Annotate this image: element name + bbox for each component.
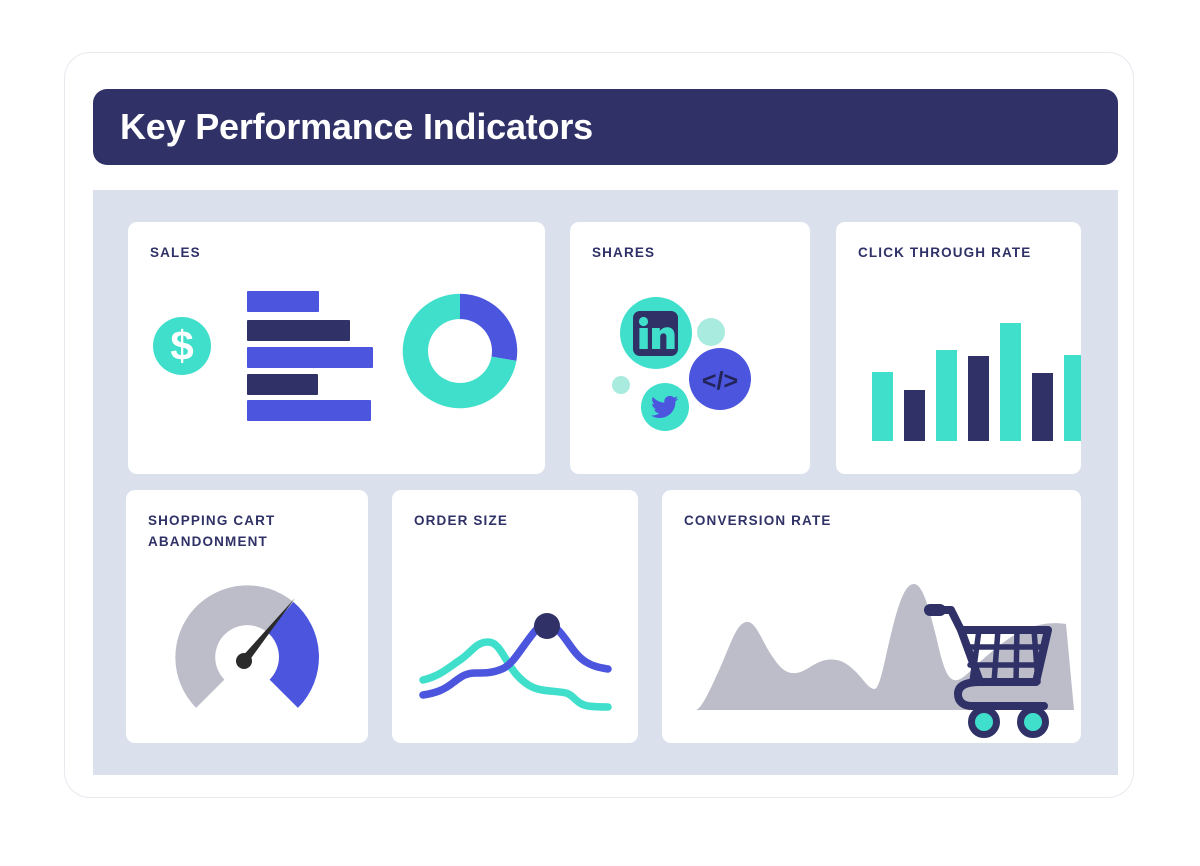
card-shares[interactable]: SHARES </> [570,222,810,474]
card-label-sales: SALES [150,245,201,260]
card-click-through-rate[interactable]: CLICK THROUGH RATE [836,222,1081,474]
sales-card-art: $ [153,317,211,375]
sales-bar-2 [247,320,350,341]
ctr-bar-5 [1000,323,1021,441]
card-shopping-cart-abandonment[interactable]: SHOPPING CART ABANDONMENT [126,490,368,743]
svg-text:$: $ [170,322,193,369]
sales-bar-5 [247,400,371,421]
ctr-bar-1 [872,372,893,441]
ctr-bar-7 [1064,355,1081,441]
sales-donut-chart [402,293,518,409]
card-label-click-through-rate: CLICK THROUGH RATE [858,245,1032,260]
linkedin-icon [620,297,692,369]
donut-segment-secondary [460,293,518,361]
gauge-needle [236,598,295,669]
twitter-icon [641,383,689,431]
line-series-a [419,638,612,711]
conversion-rate-art [696,584,1074,738]
gauge-segment-remaining [175,585,294,708]
ctr-bar-2 [904,390,925,441]
card-conversion-rate[interactable]: CONVERSION RATE [662,490,1081,743]
dot-icon-large [697,318,725,346]
card-order-size[interactable]: ORDER SIZE [392,490,638,743]
shares-card-art: </> [612,297,751,431]
svg-text:</>: </> [702,367,738,395]
ctr-bar-6 [1032,373,1053,441]
card-sales[interactable]: SALES $ [128,222,545,474]
ctr-bar-3 [936,350,957,441]
line-peak-marker [534,613,560,639]
sales-bar-1 [247,291,319,312]
sales-bar-3 [247,347,373,368]
line-series-b [419,619,612,699]
sales-bar-4 [247,374,318,395]
title-bar: Key Performance Indicators [93,89,1118,165]
ctr-bar-4 [968,356,989,441]
page-title: Key Performance Indicators [120,106,593,147]
code-icon: </> [689,348,751,410]
dollar-circle-icon: $ [153,317,211,375]
shopping-cart-icon [924,604,1052,738]
gauge-chart [175,585,319,708]
order-size-line-chart [419,613,612,711]
card-label-shares: SHARES [592,245,656,260]
card-label-conversion-rate: CONVERSION RATE [684,513,832,528]
donut-segment-primary [402,293,517,409]
ctr-bar-chart [872,323,1081,441]
dot-icon-small [612,376,630,394]
card-label-order-size: ORDER SIZE [414,513,509,528]
card-label-shopping-cart-abandonment: SHOPPING CART ABANDONMENT [148,513,276,549]
gauge-segment-abandoned [267,601,319,708]
